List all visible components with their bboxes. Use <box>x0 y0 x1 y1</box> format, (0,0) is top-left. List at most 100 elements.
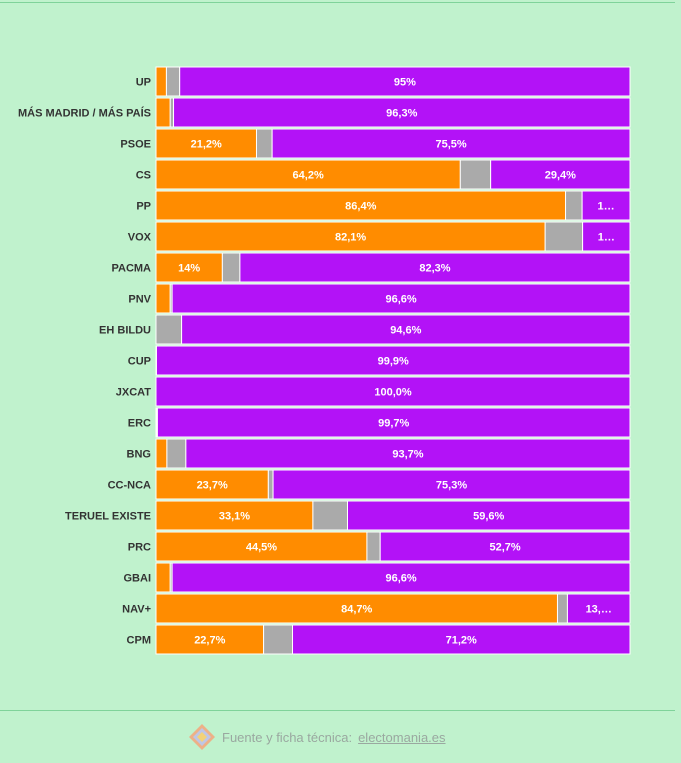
top-divider <box>0 2 675 3</box>
category-label: UP <box>136 77 151 89</box>
bar-segment <box>263 624 294 655</box>
bottom-divider <box>0 710 675 711</box>
bar-segment <box>155 252 223 283</box>
bar-segment <box>565 190 583 221</box>
category-label: PNV <box>128 294 151 306</box>
category-label: PP <box>136 201 151 213</box>
bar-data-label: 23,7% <box>197 480 228 492</box>
category-label: CC-NCA <box>108 480 151 492</box>
bar-segment <box>312 500 348 531</box>
category-label: CUP <box>128 356 151 368</box>
bar-segment <box>166 438 187 469</box>
bar-data-label: 1… <box>598 232 615 244</box>
bar-data-label: 13,… <box>586 604 612 616</box>
bar-segment <box>490 159 631 190</box>
bar-data-label: 94,6% <box>390 325 421 337</box>
bar-segment <box>155 221 546 252</box>
bar-segment <box>173 97 631 128</box>
bar-segment <box>155 562 171 593</box>
bar-segment <box>155 469 269 500</box>
bar-data-label: 75,5% <box>435 139 466 151</box>
bar-data-label: 96,3% <box>386 108 417 120</box>
bar-segment <box>255 128 273 159</box>
bar-data-label: 86,4% <box>345 201 376 213</box>
bar-data-label: 95% <box>394 77 416 89</box>
bar-data-label: 99,7% <box>378 418 409 430</box>
category-label: GBAI <box>124 573 152 585</box>
bar-segment <box>156 407 631 438</box>
bar-segment <box>544 221 584 252</box>
bar-segment <box>185 438 631 469</box>
bar-segment <box>181 314 631 345</box>
bar-segment <box>165 66 181 97</box>
bar-segment <box>155 531 368 562</box>
bar-data-label: 64,2% <box>293 170 324 182</box>
bar-segment <box>346 500 631 531</box>
bar-data-label: 100,0% <box>374 387 412 399</box>
bar-segment <box>171 562 631 593</box>
category-label: EH BILDU <box>99 325 151 337</box>
bar-segment <box>272 469 631 500</box>
bar-segment <box>459 159 492 190</box>
bar-data-label: 22,7% <box>194 635 225 647</box>
category-label: CS <box>136 170 151 182</box>
bar-segment <box>239 252 631 283</box>
source-label: Fuente y ficha técnica: <box>222 729 353 745</box>
category-label: VOX <box>128 232 152 244</box>
stacked-bar-chart: UP 95% MÁS MADRID / MÁS PAÍS 96,3% PSOE 21,2%… <box>18 66 631 655</box>
bar-segment <box>292 624 631 655</box>
bar-segment <box>582 221 631 252</box>
bar-segment <box>366 531 381 562</box>
bar-data-label: 33,1% <box>219 511 250 523</box>
category-label: CPM <box>127 635 151 647</box>
bar-segment <box>581 190 631 221</box>
bar-data-label: 21,2% <box>191 139 222 151</box>
bar-segment <box>267 469 274 500</box>
bar-data-label: 71,2% <box>446 635 477 647</box>
bar-data-label: 82,3% <box>419 263 450 275</box>
bar-data-label: 82,1% <box>335 232 366 244</box>
source-footer: Fuente y ficha técnica: electomania.es <box>188 724 446 750</box>
electomania-logo-icon <box>189 724 215 750</box>
bar-segment <box>155 66 167 97</box>
bar-segment <box>171 283 631 314</box>
source-link[interactable]: electomania.es <box>358 729 446 745</box>
bar-segment <box>556 593 568 624</box>
bar-data-label: 1… <box>598 201 615 213</box>
bar-data-label: 59,6% <box>473 511 504 523</box>
bar-segment <box>155 438 168 469</box>
bar-data-label: 52,7% <box>489 542 520 554</box>
bar-segment <box>155 593 558 624</box>
category-label: ERC <box>128 418 151 430</box>
category-label: BNG <box>127 449 151 461</box>
bar-data-label: 14% <box>178 263 200 275</box>
category-label: MÁS MADRID / MÁS PAÍS <box>18 107 151 120</box>
bar-data-label: 84,7% <box>341 604 372 616</box>
bar-segment <box>271 128 631 159</box>
bar-segment <box>155 376 631 407</box>
category-label: PSOE <box>120 139 151 151</box>
bar-data-label: 93,7% <box>392 449 423 461</box>
bar-segment <box>155 128 257 159</box>
bar-segment <box>155 97 171 128</box>
bar-data-label: 29,4% <box>545 170 576 182</box>
category-label: TERUEL EXISTE <box>65 511 151 523</box>
bar-segment <box>179 66 631 97</box>
bar-segment <box>155 345 631 376</box>
bar-data-label: 44,5% <box>246 542 277 554</box>
bar-segment <box>155 624 265 655</box>
bar-segment <box>221 252 241 283</box>
category-label: PACMA <box>111 263 151 275</box>
bar-data-label: 99,9% <box>378 356 409 368</box>
bar-segment <box>155 314 183 345</box>
bar-data-label: 96,6% <box>385 573 416 585</box>
bar-segment <box>155 500 314 531</box>
bar-segment <box>155 283 171 314</box>
bar-data-label: 96,6% <box>385 294 416 306</box>
bar-segment <box>155 190 567 221</box>
category-label: PRC <box>128 542 151 554</box>
bar-segment <box>566 593 631 624</box>
category-label: NAV+ <box>122 604 151 616</box>
bar-data-label: 75,3% <box>436 480 467 492</box>
bar-segment <box>379 531 631 562</box>
